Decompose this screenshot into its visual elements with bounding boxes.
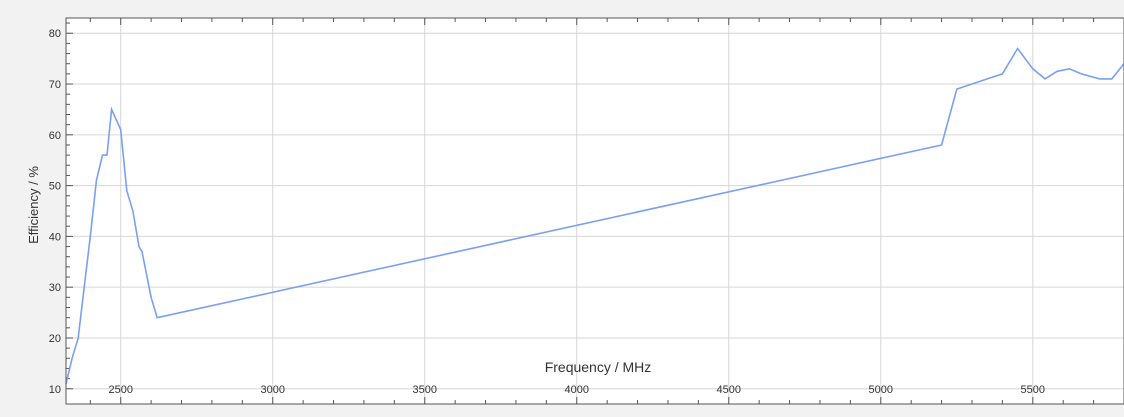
plot-area [66, 18, 1124, 404]
x-tick-label: 4500 [717, 384, 741, 396]
x-tick-label: 5500 [1021, 384, 1045, 396]
y-tick-label: 10 [49, 384, 61, 396]
y-tick-label: 70 [49, 79, 61, 91]
y-tick-label: 60 [49, 130, 61, 142]
y-tick-label: 40 [49, 231, 61, 243]
y-tick-label: 50 [49, 181, 61, 193]
y-tick-label: 80 [49, 28, 61, 40]
x-axis-label: Frequency / MHz [545, 359, 652, 375]
y-tick-label: 20 [49, 333, 61, 345]
x-tick-label: 3500 [413, 384, 437, 396]
y-tick-label: 30 [49, 282, 61, 294]
x-tick-label: 4000 [565, 384, 589, 396]
x-tick-label: 3000 [260, 384, 284, 396]
y-axis-label: Efficiency / % [26, 166, 41, 244]
x-tick-label: 5000 [869, 384, 893, 396]
x-tick-label: 2500 [108, 384, 132, 396]
